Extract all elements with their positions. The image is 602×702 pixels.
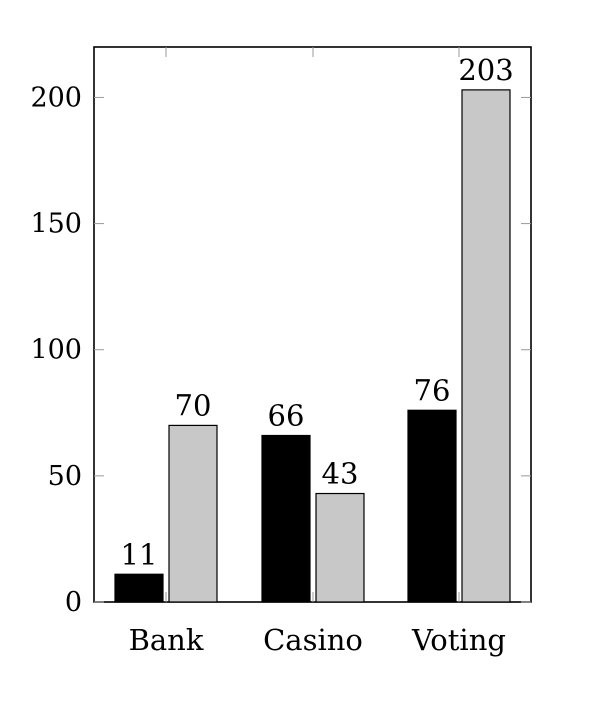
y-tick-label: 150 xyxy=(30,209,82,240)
data-label-voting-s1: 76 xyxy=(414,373,451,407)
data-label-bank-s2: 70 xyxy=(175,388,212,422)
bar-voting-s1 xyxy=(407,409,457,603)
data-label-voting-s2: 203 xyxy=(458,53,513,87)
bars-layer xyxy=(114,89,511,603)
bar-voting-s2 xyxy=(461,89,511,603)
x-tick-label-bank: Bank xyxy=(129,623,204,657)
x-tick-label-voting: Voting xyxy=(411,623,506,657)
data-label-casino-s1: 66 xyxy=(268,399,305,433)
bar-bank-s2 xyxy=(168,424,218,603)
y-tick-label: 50 xyxy=(48,461,82,492)
y-tick-label: 200 xyxy=(30,82,82,113)
y-tick-label: 100 xyxy=(30,335,82,366)
bar-bank-s1 xyxy=(114,573,164,603)
bar-casino-s1 xyxy=(261,434,311,603)
labels-layer: Bank 11 70 Casino 66 43 Voting 76 203 xyxy=(121,53,514,657)
data-label-bank-s1: 11 xyxy=(121,537,158,571)
x-tick-label-casino: Casino xyxy=(263,623,363,657)
bar-casino-s2 xyxy=(315,492,365,603)
axes-layer: 0 50 100 150 200 xyxy=(30,46,532,618)
y-tick-label: 0 xyxy=(65,587,82,618)
data-label-casino-s2: 43 xyxy=(322,457,359,491)
